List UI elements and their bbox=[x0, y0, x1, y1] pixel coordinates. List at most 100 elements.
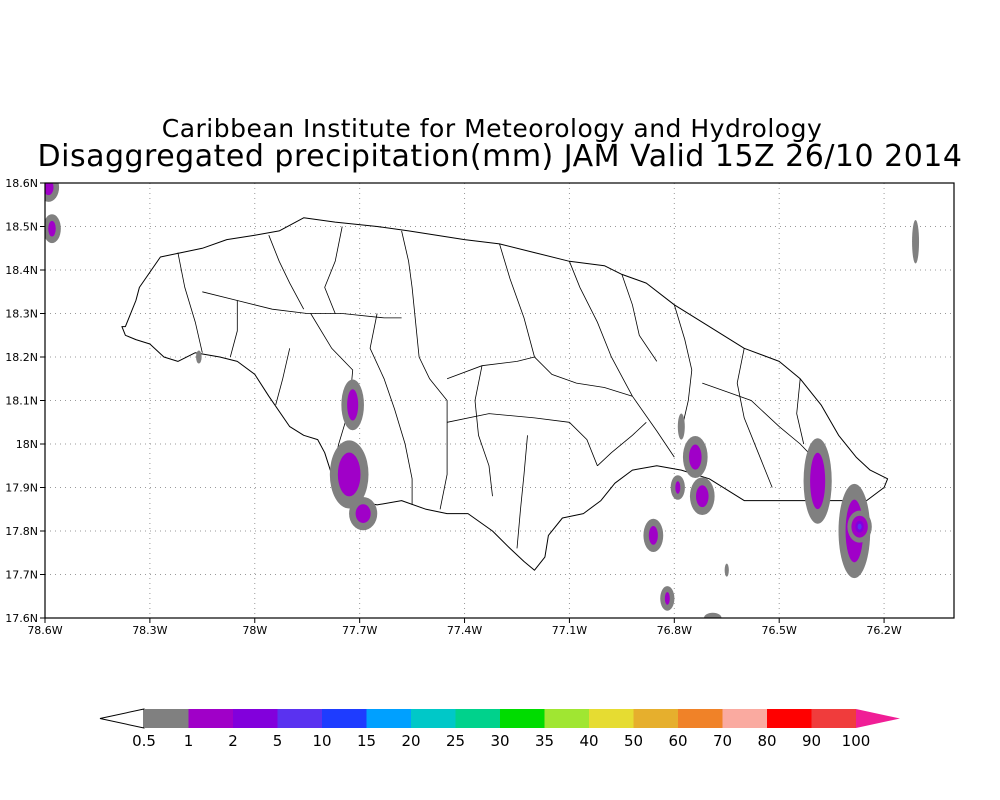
colorbar-label: 5 bbox=[273, 732, 283, 750]
lon-tick-label: 77.4W bbox=[447, 624, 482, 637]
parish-boundary bbox=[499, 243, 633, 397]
parish-boundary bbox=[632, 395, 675, 458]
lat-tick-label: 18.2N bbox=[5, 351, 38, 364]
precip-contour-level bbox=[677, 413, 685, 440]
colorbar-label: 15 bbox=[357, 732, 376, 750]
colorbar-label: 80 bbox=[757, 732, 776, 750]
lat-tick-label: 18.3N bbox=[5, 308, 38, 321]
lat-tick-label: 18.6N bbox=[5, 177, 38, 190]
colorbar-label: 100 bbox=[842, 732, 871, 750]
precip-contour-level bbox=[337, 452, 361, 497]
colorbar-legend: 0.5 1 2 5 10 15 20 25 30 35 40 50 60 70 80 90 100 bbox=[99, 708, 900, 750]
colorbar-swatch bbox=[144, 709, 189, 728]
colorbar-label: 1 bbox=[184, 732, 194, 750]
lon-tick-label: 76.8W bbox=[657, 624, 692, 637]
colorbar-under-arrow bbox=[99, 708, 145, 729]
precip-cell bbox=[660, 586, 675, 611]
colorbar-swatch bbox=[411, 709, 456, 728]
precip-cell bbox=[677, 413, 685, 440]
precip-cell bbox=[670, 475, 685, 500]
lon-tick-label: 77.7W bbox=[342, 624, 377, 637]
colorbar-swatch bbox=[366, 709, 411, 728]
lat-tick-label: 18.5N bbox=[5, 221, 38, 234]
map-title-institution: Caribbean Institute for Meteorology and … bbox=[161, 114, 823, 143]
colorbar-label: 30 bbox=[490, 732, 509, 750]
precip-cell bbox=[847, 510, 872, 543]
axis-tick-labels: 78.6W 78.3W 78W 77.7W 77.4W 77.1W 76.8W 76.5W 76… bbox=[5, 177, 902, 637]
parish-boundary bbox=[796, 378, 805, 445]
colorbar-label: 0.5 bbox=[132, 732, 156, 750]
jamaica-island bbox=[121, 217, 889, 571]
colorbar-label: 90 bbox=[802, 732, 821, 750]
precip-cell bbox=[689, 477, 715, 516]
parish-boundary bbox=[275, 348, 291, 406]
precip-cell bbox=[349, 496, 378, 531]
precip-cell bbox=[643, 518, 664, 552]
colorbar-swatch bbox=[322, 709, 367, 728]
colorbar-swatch bbox=[811, 709, 856, 728]
precip-cell bbox=[196, 350, 202, 364]
parish-boundary bbox=[446, 356, 535, 380]
parish-boundary bbox=[268, 235, 305, 310]
precip-contour-level bbox=[347, 389, 359, 421]
precip-contour-level bbox=[196, 350, 202, 364]
lon-tick-label: 78.6W bbox=[27, 624, 62, 637]
parish-boundary bbox=[516, 435, 528, 549]
precip-contour-level bbox=[724, 563, 729, 577]
colorbar-swatch bbox=[589, 709, 634, 728]
colorbar-swatch bbox=[544, 709, 589, 728]
colorbar-swatch bbox=[500, 709, 545, 728]
precip-contour-level bbox=[355, 504, 371, 523]
colorbar-over-arrow bbox=[856, 709, 900, 728]
precip-contour-level bbox=[912, 219, 920, 264]
lon-tick-label: 78.3W bbox=[132, 624, 167, 637]
parish-boundary bbox=[569, 261, 633, 397]
precip-contour-level bbox=[810, 452, 826, 510]
parish-boundary bbox=[621, 274, 658, 362]
precip-contour-level bbox=[48, 220, 56, 237]
colorbar-label: 20 bbox=[401, 732, 420, 750]
precip-contour-level bbox=[648, 525, 658, 545]
parish-boundary bbox=[177, 252, 203, 353]
lat-tick-label: 18.1N bbox=[5, 395, 38, 408]
precip-cell bbox=[704, 612, 722, 618]
precip-contour-level bbox=[688, 444, 702, 470]
colorbar-label: 60 bbox=[668, 732, 687, 750]
precip-contour-level bbox=[704, 612, 722, 618]
precip-cell bbox=[912, 219, 920, 264]
parish-boundary bbox=[229, 300, 238, 358]
lat-tick-label: 17.8N bbox=[5, 525, 38, 538]
colorbar-swatch bbox=[678, 709, 723, 728]
precip-cell bbox=[724, 563, 729, 577]
precip-contour-level bbox=[45, 183, 54, 196]
lon-tick-label: 76.2W bbox=[866, 624, 901, 637]
lat-tick-label: 17.7N bbox=[5, 569, 38, 582]
parish-boundary bbox=[597, 422, 647, 467]
parish-boundary bbox=[447, 413, 598, 466]
lon-tick-label: 78W bbox=[242, 624, 267, 637]
colorbar-label: 70 bbox=[713, 732, 732, 750]
parish-boundary bbox=[673, 304, 693, 432]
colorbar-swatch bbox=[455, 709, 500, 728]
colorbar-label: 25 bbox=[446, 732, 465, 750]
lat-tick-label: 17.6N bbox=[5, 612, 38, 625]
precip-cell bbox=[45, 214, 61, 244]
precip-cell bbox=[341, 379, 364, 431]
colorbar-swatch bbox=[633, 709, 678, 728]
parish-boundary bbox=[369, 313, 413, 505]
parish-boundary bbox=[736, 348, 773, 488]
precip-cell bbox=[329, 440, 369, 509]
colorbar-label: 50 bbox=[624, 732, 643, 750]
coastline bbox=[121, 217, 889, 571]
precip-contour-level bbox=[675, 481, 681, 494]
precip-cell bbox=[803, 438, 832, 524]
precip-cell bbox=[45, 183, 60, 202]
colorbar-swatch bbox=[233, 709, 278, 728]
colorbar-swatch bbox=[767, 709, 812, 728]
precip-cell bbox=[682, 436, 708, 479]
colorbar-swatch bbox=[722, 709, 767, 728]
lat-tick-label: 18.4N bbox=[5, 264, 38, 277]
colorbar-swatch bbox=[277, 709, 322, 728]
lat-tick-label: 18N bbox=[16, 438, 38, 451]
